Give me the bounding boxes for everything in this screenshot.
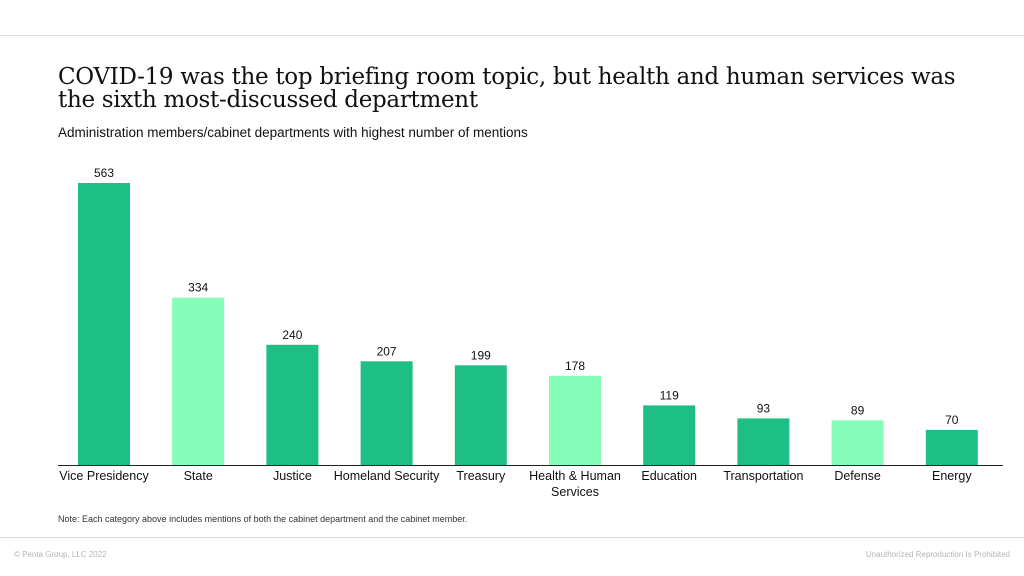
chart-note: Note: Each category above includes menti…: [58, 514, 468, 524]
chart-title: COVID-19 was the top briefing room topic…: [58, 64, 956, 113]
value-label-4: 199: [471, 348, 491, 362]
value-label-6: 119: [660, 388, 679, 402]
bar-4: [454, 365, 507, 465]
category-label-0: Vice Presidency: [59, 469, 149, 483]
bar-3: [360, 361, 413, 465]
reproduction-notice: Unauthorized Reproduction Is Prohibited: [865, 550, 1010, 559]
value-label-8: 89: [851, 403, 865, 417]
bar-2: [266, 344, 319, 465]
value-label-1: 334: [188, 281, 208, 295]
category-label-2: Justice: [273, 469, 312, 483]
bottom-divider: [0, 537, 1024, 538]
category-label-6: Education: [641, 469, 697, 483]
category-label-4: Treasury: [456, 469, 506, 483]
bar-9: [925, 429, 978, 465]
bars-group: [78, 183, 978, 465]
category-label-1: State: [184, 469, 213, 483]
top-divider: [0, 35, 1024, 36]
bar-6: [643, 405, 696, 465]
value-label-0: 563: [94, 166, 114, 180]
value-label-9: 70: [945, 413, 959, 427]
category-label-8: Defense: [834, 469, 881, 483]
bar-chart: 563 334 240 207 199 178 119 93 89 70 Vice Preside…: [58, 166, 1003, 499]
bar-7: [737, 418, 790, 465]
value-label-2: 240: [282, 328, 302, 342]
value-label-3: 207: [377, 344, 397, 358]
bar-8: [831, 420, 884, 465]
bar-0: [78, 183, 130, 465]
value-label-5: 178: [565, 359, 585, 373]
category-label-5: Health & Human Services: [529, 469, 621, 499]
value-labels-group: 563 334 240 207 199 178 119 93 89 70: [94, 166, 959, 427]
value-label-7: 93: [757, 401, 771, 415]
bar-5: [549, 375, 601, 465]
category-label-7: Transportation: [723, 469, 803, 483]
bar-1: [172, 297, 225, 465]
category-label-9: Energy: [932, 469, 972, 483]
copyright-text: © Penta Group, LLC 2022: [14, 550, 107, 559]
chart-subtitle: Administration members/cabinet departmen…: [58, 125, 528, 140]
category-labels-group: Vice Presidency State Justice Homeland Secu…: [59, 469, 972, 499]
category-label-3: Homeland Security: [334, 469, 440, 483]
